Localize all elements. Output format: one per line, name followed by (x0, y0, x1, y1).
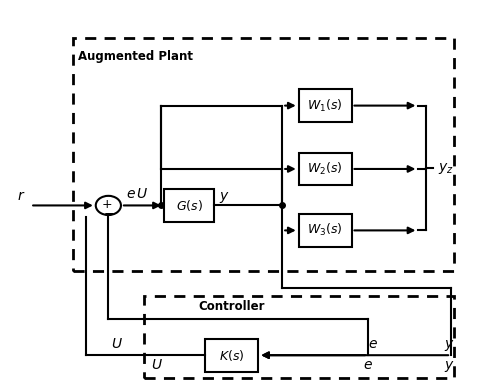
Text: Augmented Plant: Augmented Plant (78, 50, 193, 63)
Circle shape (96, 196, 121, 215)
Text: $K(s)$: $K(s)$ (219, 348, 244, 363)
Bar (73, 38, 454, 271)
FancyBboxPatch shape (164, 189, 214, 222)
FancyBboxPatch shape (298, 152, 352, 185)
Bar (144, 296, 454, 378)
Text: $U$: $U$ (151, 358, 163, 372)
FancyBboxPatch shape (298, 214, 352, 247)
Text: $e$: $e$ (368, 336, 378, 351)
Text: $G(s)$: $G(s)$ (175, 198, 203, 213)
Text: $e$: $e$ (363, 358, 373, 372)
Text: $U$: $U$ (111, 336, 123, 351)
Text: $y$: $y$ (444, 359, 454, 374)
FancyBboxPatch shape (206, 339, 258, 372)
Text: $y$: $y$ (219, 190, 230, 205)
Text: $-$: $-$ (103, 207, 114, 220)
Text: Controller: Controller (199, 300, 265, 313)
FancyBboxPatch shape (298, 89, 352, 122)
Text: $U$: $U$ (136, 187, 148, 201)
Text: $W_2(s)$: $W_2(s)$ (307, 161, 343, 177)
Text: $y$: $y$ (444, 338, 454, 353)
Text: $W_1(s)$: $W_1(s)$ (307, 98, 343, 114)
Text: $y_z$: $y_z$ (438, 161, 454, 175)
Text: $e$: $e$ (126, 187, 136, 201)
Text: $r$: $r$ (17, 189, 25, 203)
Text: $W_3(s)$: $W_3(s)$ (307, 222, 343, 238)
Text: +: + (102, 198, 113, 211)
